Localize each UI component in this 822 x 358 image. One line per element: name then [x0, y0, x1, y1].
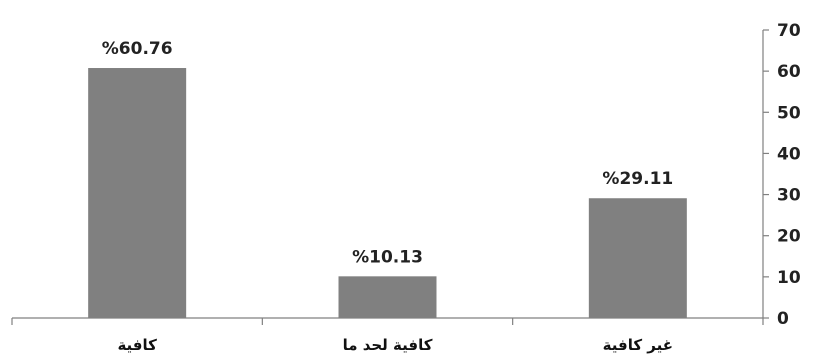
y-tick-label: 70: [777, 21, 801, 41]
x-axis: كافية كافية لحد ما غير كافية: [11, 317, 764, 354]
y-tick-label: 50: [777, 103, 801, 123]
y-tick-label: 0: [777, 309, 789, 329]
y-tick-label: 30: [777, 186, 801, 206]
category-label: كافية لحد ما: [343, 336, 433, 354]
category-label: غير كافية: [603, 336, 673, 354]
y-tick-label: 40: [777, 144, 801, 164]
bars-group: [88, 68, 687, 319]
data-label: %10.13: [352, 247, 423, 267]
data-labels-group: %60.76 %10.13 %29.11: [102, 39, 673, 267]
category-label: كافية: [117, 336, 157, 354]
y-tick-label: 10: [777, 268, 801, 288]
bar: [88, 68, 187, 319]
y-tick-label: 20: [777, 227, 801, 247]
y-axis: 0 10 20 30 40 50 60 70: [762, 21, 801, 329]
data-label: %60.76: [102, 39, 173, 59]
bar: [588, 198, 687, 318]
bar: [338, 276, 437, 318]
y-tick-label: 60: [777, 62, 801, 82]
data-label: %29.11: [602, 169, 673, 189]
